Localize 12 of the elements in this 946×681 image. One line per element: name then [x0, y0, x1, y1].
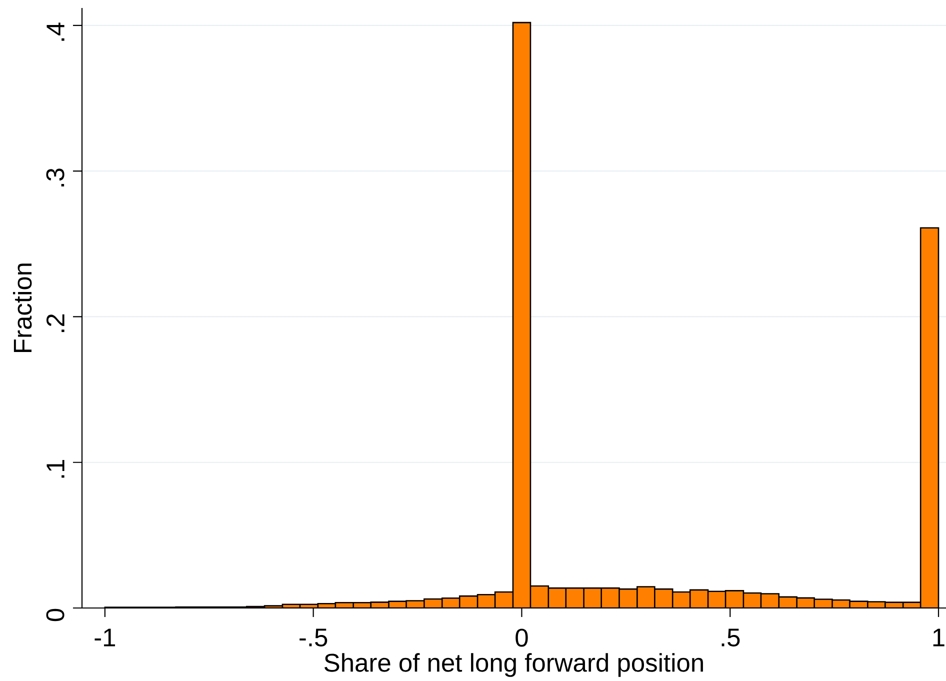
x-tick-label: 1 — [933, 628, 944, 646]
x-tick-label: 0 — [516, 628, 528, 647]
y-tick-label: 0 — [46, 608, 64, 622]
y-tick-label: .2 — [46, 314, 64, 332]
x-tick-label: -1 — [94, 628, 116, 646]
y-tick-label: .1 — [46, 460, 64, 478]
x-tick-label: .5 — [722, 628, 740, 646]
y-tick-label: .3 — [46, 168, 64, 186]
x-axis-title: Share of net long forward position — [324, 653, 703, 677]
y-axis-title: Fraction — [13, 264, 32, 352]
x-tick-label: -.5 — [300, 628, 328, 646]
y-tick-label: .4 — [46, 22, 64, 41]
